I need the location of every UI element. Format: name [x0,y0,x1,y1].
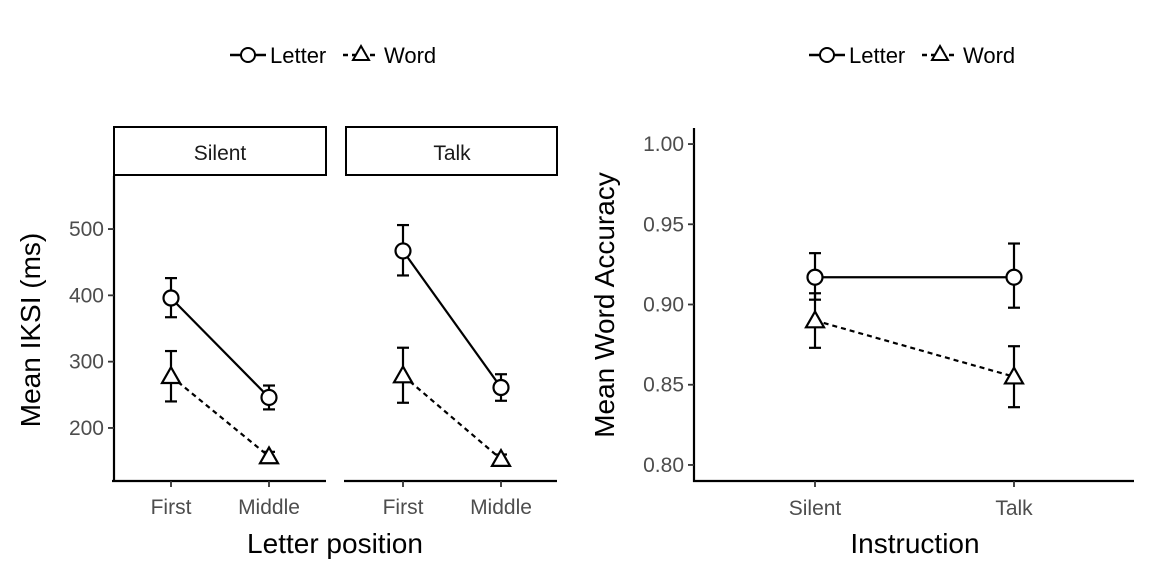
right-legend-letter-key [809,47,845,63]
right-y-tick-label-0-90: 0.90 [643,294,684,317]
right-word-talk-point [1003,365,1025,385]
right-letter-talk-point [1005,268,1023,286]
left-x-axis-title: Letter position [247,528,423,559]
left-y-axis-title: Mean IKSI (ms) [15,233,46,427]
left-y-tick-label-200: 200 [69,417,104,440]
left-silent-letter-first-point [162,289,180,307]
chart-marks: First Middle 200 300 400 500 First Middle 0.80 0.… [69,128,1134,520]
left-silent-word-middle-point [258,445,280,465]
left-talk-word-first-point [392,364,414,384]
facet-strip-silent: Silent [113,126,327,176]
left-legend-letter-key [230,47,266,63]
right-y-tick-label-0-85: 0.85 [643,374,684,397]
left-y-tick-label-500: 500 [69,218,104,241]
left-legend: Letter Word [230,43,436,68]
left-talk-letter-middle-point [492,378,510,397]
left-silent-letter-middle-point [260,388,278,407]
right-word-line [814,319,1015,378]
left-talk-word-middle-point [490,447,512,467]
right-word-silent-point [804,309,826,329]
facet-strip-talk: Talk [345,126,558,176]
right-legend-letter-label: Letter [849,43,905,68]
left-talk-x-tick-label-middle: Middle [470,496,532,519]
right-legend-word-label: Word [963,43,1015,68]
right-legend: Letter Word [809,43,1015,68]
right-letter-silent-point [806,268,824,286]
left-silent-x-tick-label-first: First [151,496,192,519]
facet-strip-silent-label: Silent [194,142,247,165]
right-x-axis-title: Instruction [850,528,979,559]
right-y-tick-label-1-00: 1.00 [643,133,684,156]
right-y-axis-title: Mean Word Accuracy [589,172,620,438]
left-silent-word-first-point [160,365,182,385]
right-y-tick-label-0-95: 0.95 [643,213,684,236]
left-talk-letter-first-point [394,242,412,260]
left-y-tick-label-300: 300 [69,351,104,374]
left-talk-word-line [402,374,502,460]
facet-strip-talk-label: Talk [433,142,471,165]
left-silent-x-tick-label-middle: Middle [238,496,300,519]
left-silent-word-line [170,375,270,458]
left-y-tick-label-400: 400 [69,284,104,307]
right-x-tick-label-talk: Talk [995,497,1033,520]
right-y-tick-label-0-80: 0.80 [643,454,684,477]
right-x-tick-label-silent: Silent [789,497,842,520]
left-talk-letter-line [402,250,502,389]
left-silent-letter-line [170,297,270,399]
left-legend-word-label: Word [384,43,436,68]
left-legend-letter-label: Letter [270,43,326,68]
right-legend-word-key [922,43,958,61]
left-talk-x-tick-label-first: First [383,496,424,519]
left-legend-word-key [343,43,379,61]
